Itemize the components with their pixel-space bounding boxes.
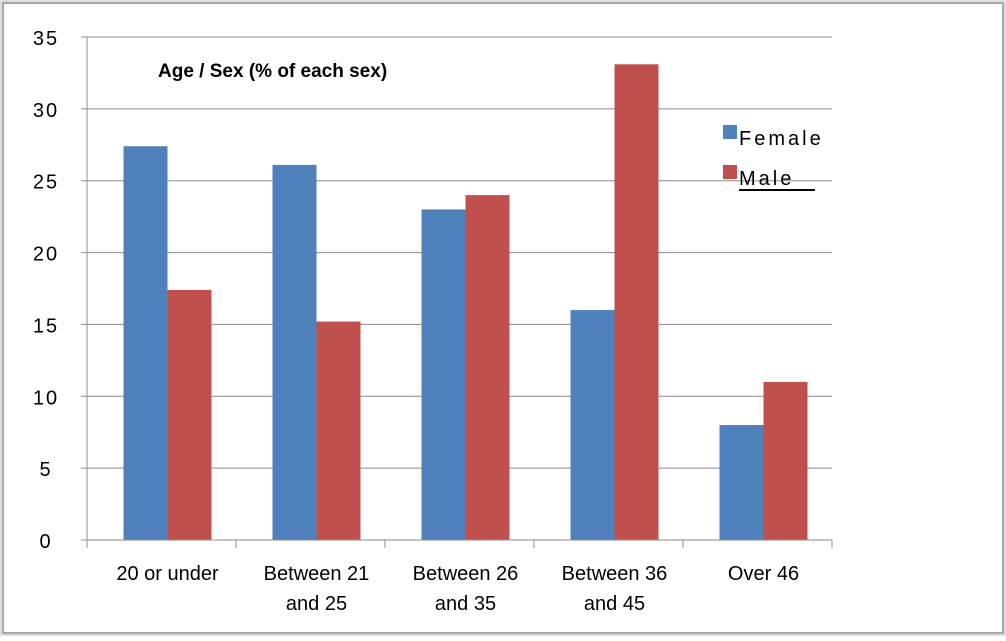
x-tick-label: Between 26 xyxy=(413,563,519,585)
y-tick-label: 0 xyxy=(39,531,52,553)
x-tick-label: and 35 xyxy=(435,593,496,615)
bars xyxy=(123,64,808,541)
bar-male-4 xyxy=(763,381,808,540)
chart-title: Age / Sex (% of each sex) xyxy=(158,61,387,82)
y-tick-label: 5 xyxy=(39,459,52,481)
x-tick-label: Over 46 xyxy=(728,563,799,585)
x-tick-label: and 45 xyxy=(584,593,645,615)
y-tick-label: 20 xyxy=(33,244,59,266)
legend-label-female: Female xyxy=(739,128,824,150)
x-tick-label: and 25 xyxy=(286,593,347,615)
legend-label-male: Male xyxy=(739,168,794,190)
bar-male-0 xyxy=(167,289,212,540)
y-tick-label: 10 xyxy=(33,387,59,409)
x-tick-label: 20 or under xyxy=(116,563,219,585)
y-tick-label: 30 xyxy=(33,100,59,122)
y-tick-label: 35 xyxy=(33,28,59,50)
bar-female-3 xyxy=(570,310,615,540)
x-tick-label: Between 36 xyxy=(562,563,668,585)
bar-male-3 xyxy=(614,64,659,540)
legend-swatch-male xyxy=(723,165,737,179)
bar-male-2 xyxy=(465,195,510,541)
bar-female-2 xyxy=(421,209,466,540)
axes: 0 5 10 15 20 25 30 35 20 or under Between 21 and 2… xyxy=(33,28,833,615)
y-tick-label: 25 xyxy=(33,172,59,194)
legend: Female Male xyxy=(723,125,824,191)
bar-female-4 xyxy=(719,425,764,540)
bar-male-1 xyxy=(316,321,361,540)
y-tick-label: 15 xyxy=(33,315,59,337)
legend-swatch-female xyxy=(723,125,737,139)
bar-female-1 xyxy=(272,164,317,541)
bar-female-0 xyxy=(123,146,168,541)
x-tick-label: Between 21 xyxy=(264,563,370,585)
